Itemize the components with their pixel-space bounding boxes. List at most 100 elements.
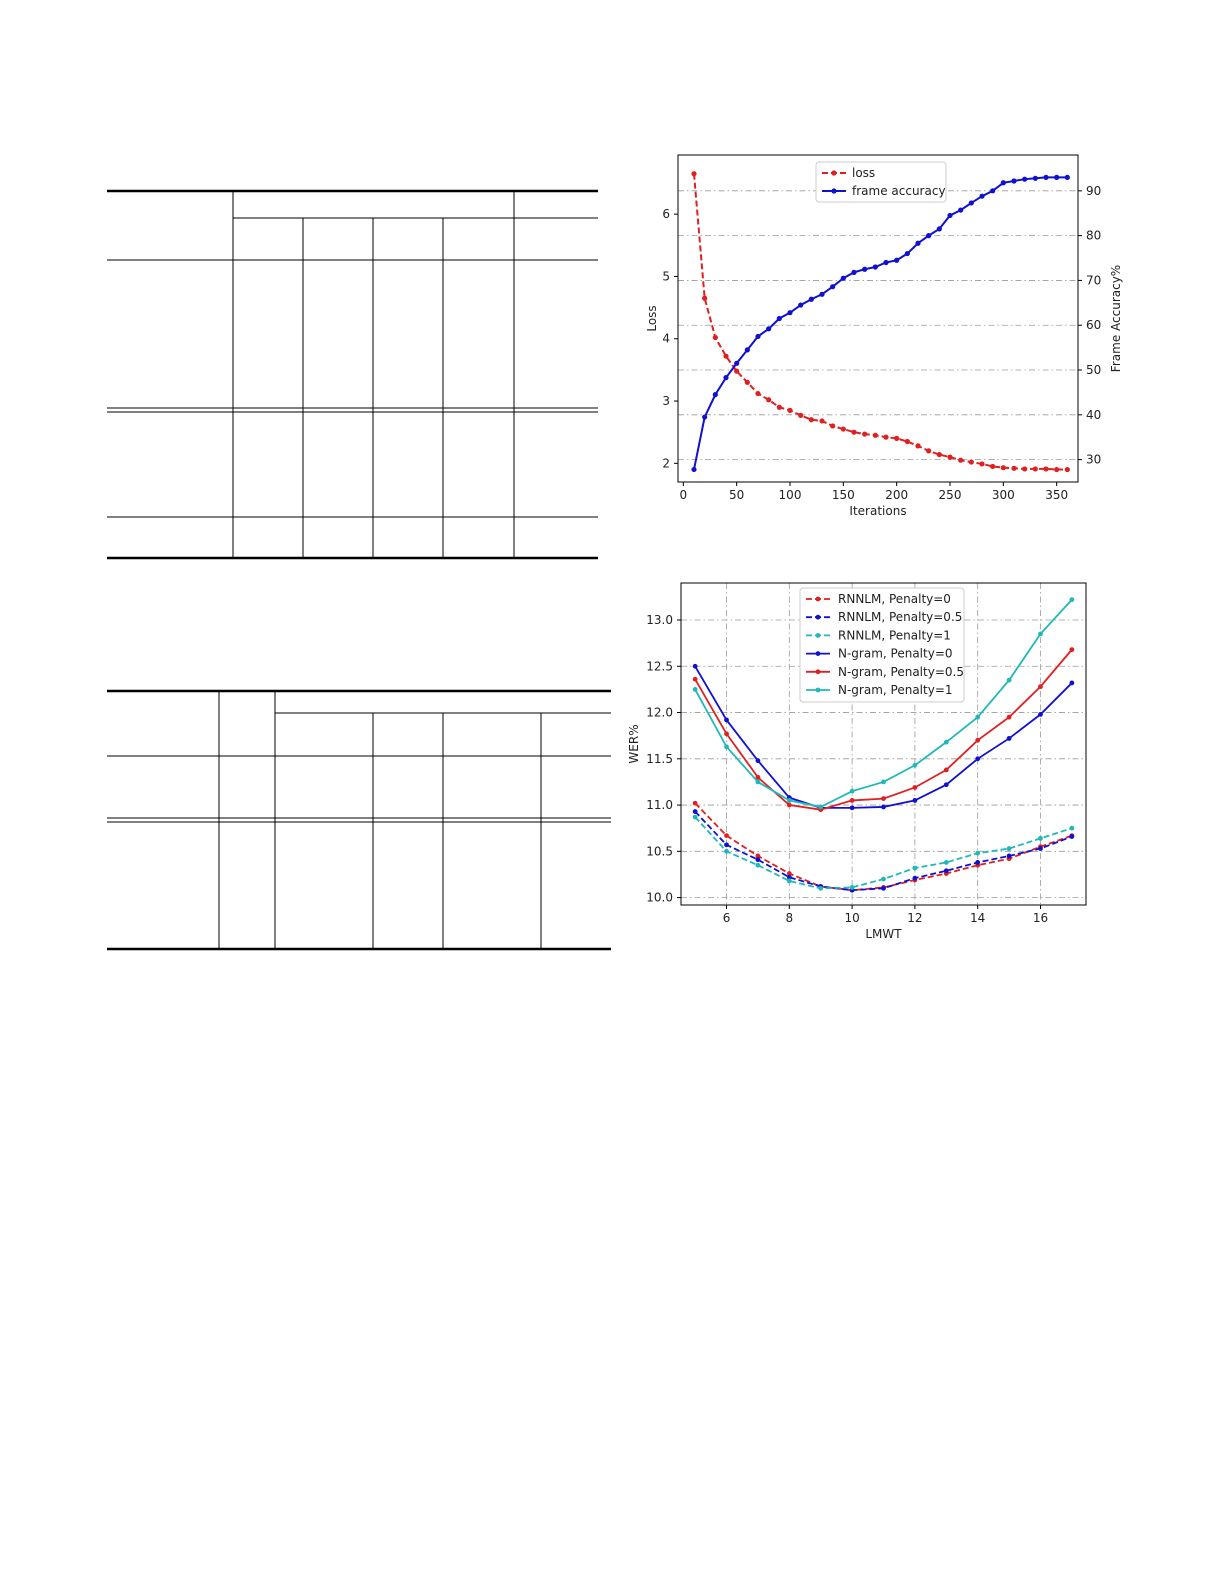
data-point [894, 257, 900, 263]
x-tick-label: 6 [723, 911, 731, 925]
x-tick-label: 14 [970, 911, 985, 925]
y2-tick-label: 50 [1086, 363, 1101, 377]
data-point [692, 676, 698, 682]
data-point [943, 739, 949, 745]
data-point [912, 762, 918, 768]
legend-box [799, 587, 965, 703]
table-1 [100, 180, 610, 570]
data-point [915, 240, 921, 246]
table-1-rules [107, 189, 598, 560]
x-tick-label: 250 [939, 488, 962, 502]
data-point [724, 717, 729, 723]
data-point [943, 782, 949, 788]
loss-accuracy-plot: 0 50 100 150 200 250 300 350 2 3 4 5 6 30 40 50 60 70 80 90… [645, 154, 1123, 518]
data-point [947, 454, 953, 460]
legend-marker [815, 596, 821, 602]
x-tick-label: 8 [785, 911, 793, 925]
y-tick-label: 4 [662, 332, 670, 346]
table-2-rules [107, 689, 611, 951]
data-point [1000, 180, 1006, 186]
data-point [692, 663, 698, 669]
data-point [755, 390, 761, 397]
data-point [883, 434, 889, 440]
x-tick-label: 300 [992, 488, 1015, 502]
data-point [936, 226, 942, 232]
data-point [849, 788, 855, 794]
data-point [943, 767, 949, 773]
x-tick-label: 150 [832, 488, 855, 502]
x-tick-label: 350 [1045, 488, 1068, 502]
loss-accuracy-chart: 0 50 100 150 200 250 300 350 2 3 4 5 6 30 40 50 60 70 80 90… [620, 140, 1140, 530]
data-point [881, 779, 886, 785]
data-point [1006, 714, 1012, 720]
data-point [915, 443, 921, 449]
data-point [1038, 631, 1043, 637]
y-tick-label: 12.5 [646, 659, 673, 673]
y-tick-label: 13.0 [646, 613, 673, 627]
x-tick-label: 16 [1033, 911, 1048, 925]
y2-tick-label: 80 [1086, 229, 1101, 243]
legend-marker [815, 651, 821, 656]
legend-entry: frame accuracy [852, 184, 946, 198]
data-point [712, 334, 718, 341]
data-point [912, 785, 918, 790]
data-point [702, 414, 708, 420]
table-2 [100, 680, 620, 960]
data-point [776, 404, 782, 410]
legend-marker [815, 614, 821, 620]
x-axis-label: Iterations [849, 504, 906, 518]
legend-entry: RNNLM, Penalty=0.5 [838, 610, 962, 624]
data-point [808, 417, 814, 423]
data-point [1064, 466, 1070, 473]
data-point [851, 269, 857, 275]
y-tick-label: 2 [662, 456, 670, 470]
y-tick-label: 5 [662, 269, 670, 283]
data-point [787, 407, 793, 413]
data-point [766, 397, 772, 403]
data-point [1069, 680, 1075, 686]
data-point [755, 758, 761, 764]
x-tick-label: 50 [729, 488, 744, 502]
data-point [904, 438, 910, 445]
y2-tick-label: 30 [1086, 453, 1101, 467]
data-point [840, 275, 846, 281]
data-point [702, 295, 708, 301]
data-point [1006, 853, 1012, 859]
data-point [786, 874, 792, 880]
data-point [724, 731, 729, 737]
data-point [958, 207, 964, 213]
data-point [862, 431, 868, 437]
data-point [691, 171, 697, 177]
data-point [744, 347, 750, 353]
legend-entry: N-gram, Penalty=0.5 [838, 665, 964, 679]
data-point [691, 466, 697, 473]
data-point [926, 448, 932, 454]
data-point [1038, 835, 1043, 841]
data-point [808, 296, 814, 302]
y-tick-label: 6 [662, 207, 670, 221]
legend-box [815, 161, 947, 203]
data-point [786, 802, 792, 808]
legend-marker [831, 170, 837, 176]
y-axis-label: Loss [645, 305, 659, 331]
data-point [958, 457, 964, 463]
y-tick-label: 10.5 [646, 844, 673, 858]
data-point [818, 885, 824, 891]
y2-tick-label: 60 [1086, 318, 1101, 332]
wer-lmwt-plot: 6 8 10 12 14 16 10.0 10.5 11.0 11.5 12.0 12.5 13.0 LM… [627, 582, 1087, 941]
data-point [692, 809, 698, 814]
data-point [904, 250, 910, 257]
data-point [1069, 825, 1075, 831]
data-point [1043, 174, 1049, 180]
data-point [881, 804, 886, 810]
data-point [755, 779, 761, 785]
data-point [1069, 647, 1075, 653]
data-point [786, 798, 792, 803]
data-point [744, 379, 750, 385]
legend-entry: RNNLM, Penalty=0 [838, 592, 951, 606]
data-point [776, 315, 782, 322]
data-point [849, 885, 855, 890]
data-point [755, 774, 761, 780]
data-point [1032, 466, 1038, 472]
data-point [975, 737, 981, 743]
